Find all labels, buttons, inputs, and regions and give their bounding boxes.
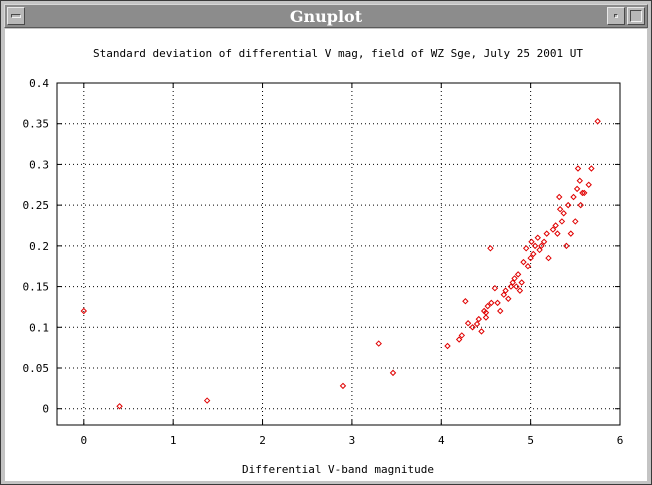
y-tick-label: 0.2 <box>29 240 49 253</box>
y-tick-label: 0.3 <box>29 158 49 171</box>
data-point <box>339 382 347 390</box>
data-point <box>516 287 524 294</box>
maximize-button[interactable] <box>627 7 645 25</box>
data-point <box>80 307 88 315</box>
data-point <box>552 222 559 229</box>
data-point <box>520 258 527 266</box>
data-point <box>522 245 530 252</box>
x-tick-label: 2 <box>259 434 266 447</box>
data-point <box>500 291 508 298</box>
minimize-button[interactable] <box>607 7 625 25</box>
minimize-icon <box>614 14 618 18</box>
window-menu-button[interactable] <box>7 7 25 25</box>
data-point <box>563 242 570 250</box>
chart-title: Standard deviation of differential V mag… <box>93 47 583 60</box>
data-point <box>556 206 564 213</box>
data-point <box>444 342 451 350</box>
data-point <box>572 218 579 225</box>
scatter-chart: Standard deviation of differential V mag… <box>23 47 624 476</box>
data-point <box>528 238 535 245</box>
data-point <box>488 299 495 307</box>
data-point <box>543 230 550 237</box>
data-point <box>588 165 595 172</box>
data-point <box>458 332 466 339</box>
data-point <box>573 185 581 193</box>
data-point <box>536 246 543 254</box>
y-tick-label: 0.05 <box>23 362 50 375</box>
data-point <box>556 193 563 201</box>
data-point <box>509 279 516 286</box>
x-tick-label: 0 <box>80 434 87 447</box>
data-point <box>491 284 499 292</box>
data-point <box>579 189 586 197</box>
data-point <box>577 201 584 209</box>
data-point <box>531 242 539 250</box>
data-point <box>567 230 575 237</box>
y-tick-label: 0.4 <box>29 77 49 90</box>
data-point <box>564 201 572 209</box>
data-point <box>530 250 537 258</box>
plot-border <box>56 82 621 426</box>
data-point <box>511 275 518 282</box>
data-point <box>540 238 548 245</box>
y-tick-label: 0.35 <box>23 118 50 131</box>
x-tick-label: 4 <box>438 434 445 447</box>
data-point <box>203 397 211 404</box>
x-tick-label: 3 <box>349 434 356 447</box>
data-point <box>502 287 509 294</box>
data-point <box>497 307 504 315</box>
data-point <box>389 369 397 377</box>
window-menu-icon <box>11 14 21 18</box>
title-bar[interactable]: Gnuplot <box>4 4 648 28</box>
data-point <box>560 210 567 217</box>
plot-canvas: Standard deviation of differential V mag… <box>5 29 647 481</box>
data-point <box>513 283 520 290</box>
x-tick-label: 5 <box>527 434 534 447</box>
y-tick-label: 0.1 <box>29 321 49 334</box>
data-point <box>484 302 491 310</box>
axis-ticks: 0 1 2 3 4 5 6 0 0.05 0.1 0.15 0.2 0.25 0.3 0.35 0.4 <box>23 77 624 447</box>
data-point <box>462 298 469 305</box>
data-point <box>507 283 515 290</box>
x-tick-label: 1 <box>170 434 177 447</box>
data-point <box>545 254 552 262</box>
data-point <box>482 314 490 321</box>
data-point <box>527 254 534 262</box>
x-axis-label: Differential V-band magnitude <box>242 463 434 476</box>
data-point <box>464 320 472 327</box>
data-point <box>558 218 566 225</box>
data-point <box>549 226 557 233</box>
data-point <box>524 263 532 270</box>
data-point <box>375 340 382 347</box>
x-tick-label: 6 <box>617 434 624 447</box>
y-tick-label: 0.15 <box>23 281 50 294</box>
data-point <box>473 320 481 328</box>
data-point <box>581 189 588 197</box>
data-point <box>518 279 525 286</box>
data-point <box>538 242 545 250</box>
data-point <box>482 309 490 316</box>
data-point <box>469 324 476 331</box>
data-point <box>505 295 512 302</box>
y-tick-label: 0.25 <box>23 199 50 212</box>
data-point <box>576 177 583 184</box>
data-point <box>487 245 494 252</box>
window-title: Gnuplot <box>289 7 363 26</box>
data-point <box>594 118 601 125</box>
data-point <box>455 336 463 343</box>
data-point <box>475 315 483 323</box>
data-point <box>478 328 485 335</box>
data-point <box>585 181 592 188</box>
data-point <box>534 234 541 241</box>
data-point <box>494 299 501 307</box>
data-points <box>80 118 601 410</box>
data-point <box>570 193 577 201</box>
data-point <box>574 165 582 172</box>
data-point <box>116 403 123 410</box>
data-point <box>554 230 561 237</box>
maximize-icon <box>630 10 642 22</box>
y-tick-label: 0 <box>42 403 49 416</box>
data-point <box>514 271 522 278</box>
